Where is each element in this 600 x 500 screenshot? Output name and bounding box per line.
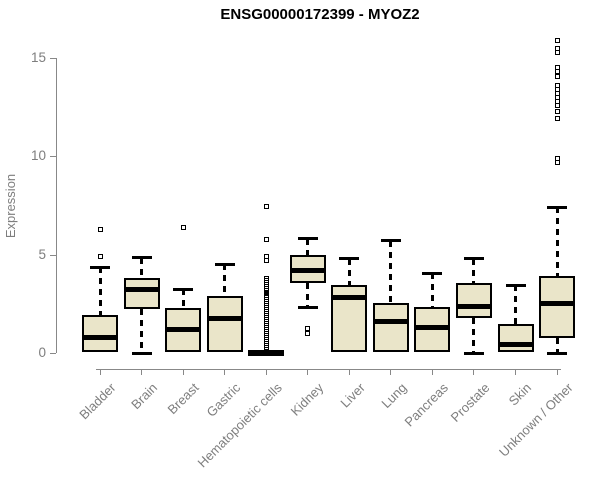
outlier-point	[263, 348, 269, 354]
median-line	[372, 319, 409, 325]
upper-whisker	[306, 238, 310, 255]
x-tick	[182, 369, 184, 375]
median-line	[539, 301, 576, 307]
x-tick	[431, 369, 433, 375]
lower-whisker	[140, 308, 144, 353]
median-line	[497, 341, 534, 347]
outlier-point	[263, 237, 269, 243]
outlier-point	[554, 159, 560, 165]
upper-whisker	[514, 285, 517, 325]
whisker-cap	[422, 271, 443, 275]
whisker-cap	[339, 257, 360, 261]
lower-whisker	[306, 283, 310, 308]
x-tick	[390, 369, 392, 375]
chart-title: ENSG00000172399 - MYOZ2	[220, 6, 420, 23]
y-tick	[50, 353, 56, 354]
whisker-cap	[131, 351, 152, 355]
box	[206, 295, 243, 352]
whisker-cap	[173, 287, 194, 291]
y-tick-label: 10	[30, 148, 46, 164]
whisker-cap	[463, 257, 484, 261]
y-axis-label: Expression	[3, 173, 18, 239]
y-tick	[50, 156, 56, 158]
x-axis-line	[96, 369, 562, 370]
upper-whisker	[140, 257, 144, 279]
outlier-point	[554, 69, 560, 75]
whisker-cap	[505, 283, 526, 287]
box	[539, 276, 576, 339]
outlier-point	[554, 49, 560, 55]
median-line	[455, 304, 492, 310]
median-line	[414, 324, 451, 330]
whisker-cap	[214, 262, 235, 266]
x-category-label: Kidney	[287, 380, 327, 419]
outlier-point	[305, 325, 311, 331]
outlier-point	[554, 74, 560, 80]
box	[497, 324, 534, 352]
x-tick	[556, 369, 558, 375]
y-tick-label: 0	[38, 345, 46, 360]
whisker-cap	[90, 265, 110, 269]
outlier-point	[97, 254, 103, 260]
whisker-cap	[463, 351, 484, 355]
upper-whisker	[347, 258, 351, 286]
outlier-point	[97, 226, 103, 232]
x-tick	[348, 369, 350, 375]
whisker-cap	[547, 205, 568, 209]
box	[82, 314, 118, 352]
x-tick	[224, 369, 226, 375]
outlier-point	[305, 330, 311, 336]
y-tick	[50, 57, 56, 59]
outlier-point	[554, 108, 560, 114]
y-tick-label: 5	[38, 246, 46, 262]
whisker-cap	[380, 239, 401, 243]
x-tick	[515, 369, 516, 375]
whisker-cap	[131, 256, 152, 260]
x-tick	[99, 369, 101, 375]
whisker-cap	[297, 306, 318, 310]
whisker-cap	[297, 237, 318, 241]
upper-whisker	[223, 264, 227, 296]
median-line	[206, 316, 243, 322]
x-tick	[265, 369, 267, 375]
upper-whisker	[389, 240, 393, 303]
median-line	[289, 267, 326, 273]
median-line	[331, 295, 368, 301]
y-tick	[50, 254, 56, 256]
x-tick	[307, 369, 309, 375]
median-line	[82, 334, 118, 340]
upper-whisker	[430, 273, 434, 307]
outlier-point	[263, 258, 269, 264]
lower-whisker	[555, 338, 559, 353]
x-tick	[473, 369, 475, 375]
whisker-cap	[547, 351, 568, 355]
box	[123, 278, 160, 309]
upper-whisker	[181, 289, 185, 308]
outlier-point	[180, 224, 186, 230]
outlier-point	[554, 37, 560, 43]
box	[372, 302, 409, 352]
median-line	[123, 286, 160, 292]
upper-whisker	[472, 258, 476, 284]
outlier-point	[263, 203, 269, 209]
box	[455, 283, 492, 318]
outlier-point	[554, 116, 560, 122]
y-tick-label: 15	[30, 49, 46, 65]
x-tick	[141, 369, 143, 375]
median-line	[165, 326, 202, 332]
upper-whisker	[555, 207, 559, 277]
outlier-point	[554, 102, 560, 108]
lower-whisker	[472, 317, 476, 353]
upper-whisker	[98, 267, 102, 315]
y-axis-line	[56, 57, 57, 353]
